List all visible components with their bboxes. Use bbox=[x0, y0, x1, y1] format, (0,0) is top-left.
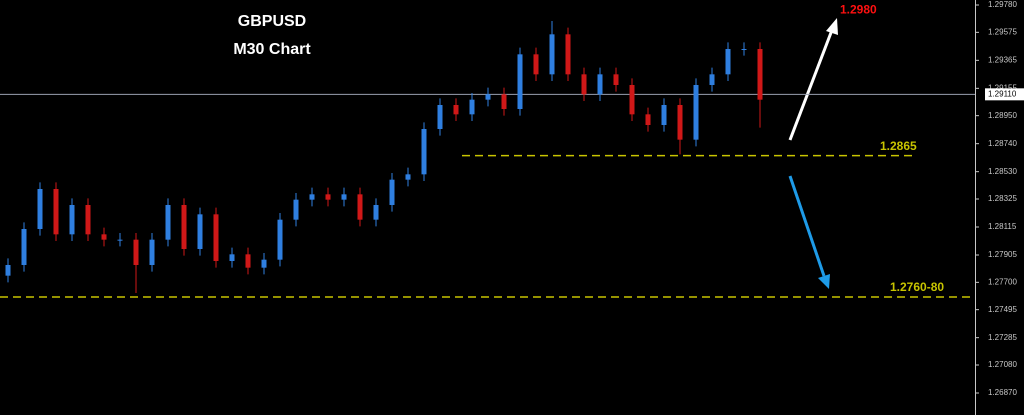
candle-body bbox=[181, 205, 187, 249]
candle-body bbox=[741, 49, 747, 50]
y-tick-label: 1.29780 bbox=[988, 0, 1017, 9]
target-label: 1.2980 bbox=[840, 3, 877, 17]
y-tick-label: 1.27080 bbox=[988, 360, 1017, 369]
level-label: 1.2865 bbox=[880, 139, 917, 153]
candle-body bbox=[261, 259, 267, 268]
candle-body bbox=[213, 214, 219, 261]
candle-body bbox=[709, 74, 715, 85]
candle-body bbox=[309, 194, 315, 200]
candle-body bbox=[197, 214, 203, 249]
up-arrow bbox=[788, 29, 834, 141]
y-tick-label: 1.27285 bbox=[988, 333, 1017, 342]
current-price-label: 1.29110 bbox=[988, 89, 1017, 98]
candle-body bbox=[453, 105, 459, 115]
candle-body bbox=[37, 189, 43, 229]
level-label: 1.2760-80 bbox=[890, 280, 944, 294]
candle-body bbox=[245, 254, 251, 268]
candle-body bbox=[437, 105, 443, 129]
candle-body bbox=[469, 99, 475, 115]
candle-body bbox=[613, 74, 619, 85]
y-tick-label: 1.27495 bbox=[988, 305, 1017, 314]
candle-body bbox=[69, 205, 75, 235]
y-tick-label: 1.28740 bbox=[988, 139, 1017, 148]
candle-body bbox=[549, 34, 555, 75]
candle-body bbox=[581, 74, 587, 95]
y-tick-label: 1.28115 bbox=[988, 222, 1017, 231]
y-tick-label: 1.29365 bbox=[988, 55, 1017, 64]
candle-body bbox=[5, 265, 11, 276]
candle-body bbox=[597, 74, 603, 95]
candle-body bbox=[533, 54, 539, 75]
candle-body bbox=[133, 239, 139, 265]
y-tick-label: 1.27905 bbox=[988, 250, 1017, 259]
candle-body bbox=[501, 94, 507, 109]
candle-body bbox=[341, 194, 347, 200]
candle-body bbox=[629, 85, 635, 115]
y-tick-label: 1.28530 bbox=[988, 167, 1017, 176]
y-tick-label: 1.28950 bbox=[988, 111, 1017, 120]
candle-body bbox=[389, 179, 395, 205]
candle-body bbox=[405, 174, 411, 180]
y-tick-label: 1.29575 bbox=[988, 27, 1017, 36]
y-tick-label: 1.26870 bbox=[988, 388, 1017, 397]
chart-subtitle: M30 Chart bbox=[233, 41, 311, 58]
candle-body bbox=[149, 239, 155, 265]
candle-body bbox=[165, 205, 171, 240]
candle-body bbox=[645, 114, 651, 125]
candle-body bbox=[325, 194, 331, 200]
down-arrow-head bbox=[818, 274, 830, 289]
candle-body bbox=[725, 49, 731, 75]
candle-body bbox=[485, 94, 491, 100]
candle-body bbox=[85, 205, 91, 235]
candle-body bbox=[101, 234, 107, 240]
chart-title: GBPUSD bbox=[238, 13, 306, 30]
y-tick-label: 1.27700 bbox=[988, 277, 1017, 286]
down-arrow bbox=[788, 175, 826, 277]
candle-body bbox=[53, 189, 59, 235]
candle-body bbox=[421, 129, 427, 175]
candle-body bbox=[677, 105, 683, 140]
candle-body bbox=[117, 239, 123, 241]
candle-body bbox=[565, 34, 571, 75]
current-price-box bbox=[985, 88, 1024, 101]
y-tick-label: 1.29155 bbox=[988, 83, 1017, 92]
candle-body bbox=[373, 205, 379, 220]
candle-body bbox=[357, 194, 363, 220]
candle-body bbox=[229, 254, 235, 261]
forecast-arrows bbox=[788, 18, 838, 289]
candle-body bbox=[293, 199, 299, 220]
candle-body bbox=[517, 54, 523, 109]
candle-body bbox=[21, 229, 27, 265]
candle-body bbox=[693, 85, 699, 140]
candle-body bbox=[757, 49, 763, 100]
up-arrow-head bbox=[826, 18, 838, 35]
candle-body bbox=[277, 219, 283, 260]
candle-body bbox=[661, 105, 667, 125]
y-tick-label: 1.28325 bbox=[988, 194, 1017, 203]
